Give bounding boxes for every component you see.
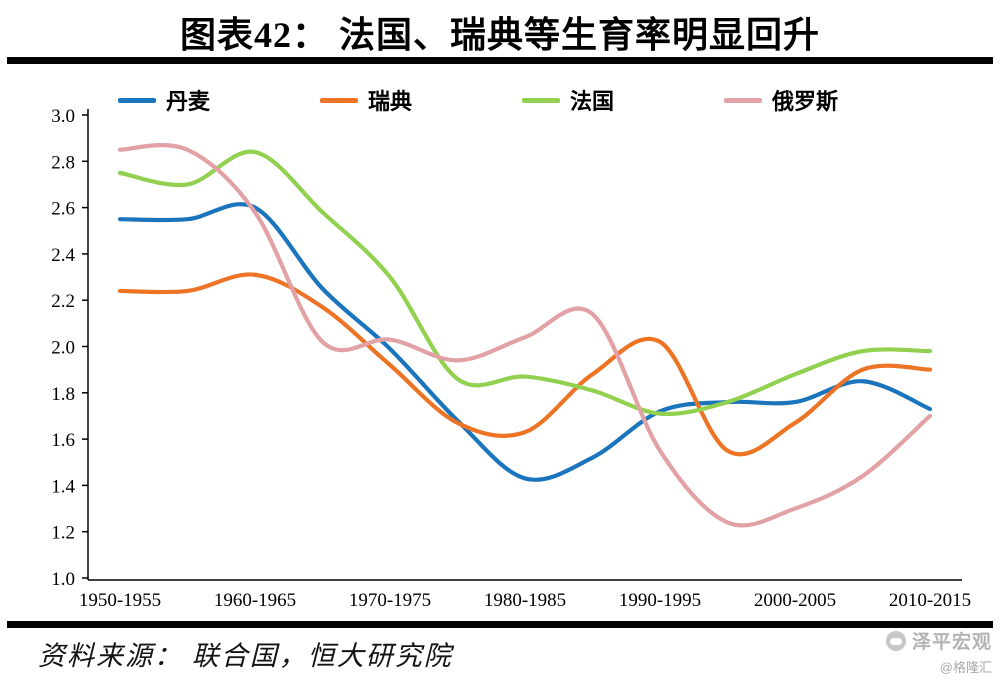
legend-swatch (522, 97, 560, 103)
legend-swatch (320, 97, 358, 103)
x-tick-label: 1980-1985 (484, 590, 566, 611)
y-tick-label: 1.8 (51, 384, 75, 405)
bottom-divider (7, 621, 993, 628)
top-divider (7, 57, 993, 64)
x-tick-label: 2010-2015 (889, 590, 971, 611)
legend-item-3: 俄罗斯 (724, 84, 926, 116)
legend-label: 瑞典 (368, 89, 413, 114)
legend-swatch (724, 97, 762, 103)
x-tick-label: 1950-1955 (79, 590, 161, 611)
watermark-brand: 泽平宏观 (911, 632, 992, 653)
y-tick-label: 1.2 (51, 523, 75, 544)
cloud-icon (885, 630, 906, 651)
y-tick-label: 2.8 (51, 152, 75, 173)
y-tick-label: 2.0 (51, 338, 75, 359)
legend-item-2: 法国 (522, 84, 724, 116)
legend-label: 法国 (570, 89, 615, 114)
x-tick-label: 1970-1975 (349, 590, 431, 611)
y-tick-label: 1.0 (51, 569, 75, 590)
y-tick-label: 2.6 (51, 199, 75, 220)
series-line-3 (117, 142, 933, 528)
legend-swatch (118, 97, 156, 103)
x-tick-label: 1960-1965 (214, 590, 296, 611)
y-tick-label: 2.2 (51, 291, 75, 312)
watermark-handle: @格隆汇 (939, 660, 992, 675)
x-tick-label: 2000-2005 (754, 590, 836, 611)
series-line-0 (117, 202, 933, 482)
watermark: 泽平宏观 @格隆汇 (885, 627, 992, 676)
legend-label: 俄罗斯 (772, 89, 839, 114)
chart-title: 图表42： 法国、瑞典等生育率明显回升 (179, 15, 820, 55)
legend-item-0: 丹麦 (118, 84, 320, 116)
chart-legend: 丹麦 瑞典 法国 俄罗斯 (118, 84, 926, 116)
y-tick-label: 2.4 (51, 245, 75, 266)
series-line-1 (117, 272, 933, 457)
legend-label: 丹麦 (166, 89, 211, 114)
y-tick-label: 1.6 (51, 430, 75, 451)
x-tick-label: 1990-1995 (619, 590, 701, 611)
y-tick-label: 3.0 (51, 106, 75, 127)
series-line-2 (117, 149, 933, 417)
watermark-row: 泽平宏观 (885, 627, 992, 654)
y-tick-label: 1.4 (51, 476, 75, 497)
legend-item-1: 瑞典 (320, 84, 522, 116)
source-note: 资料来源： 联合国，恒大研究院 (38, 641, 453, 671)
